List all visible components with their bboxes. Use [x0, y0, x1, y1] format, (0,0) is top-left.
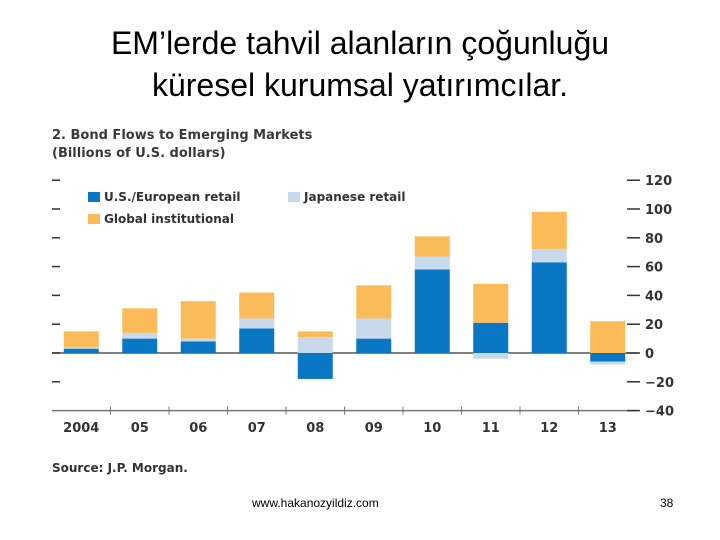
legend-item-us-european-retail: U.S./European retail	[88, 190, 240, 204]
bar-segment-japanese-retail	[473, 353, 509, 359]
y-tick-label: 120	[645, 174, 672, 189]
bar-segment-us-european-retail	[473, 322, 509, 353]
bar-segment-global-institutional	[356, 285, 392, 319]
x-tick-label: 09	[365, 421, 383, 436]
chart-title-block: 2. Bond Flows to Emerging Markets (Billi…	[52, 127, 312, 163]
x-tick-label: 08	[306, 421, 324, 436]
y-tick-label: 20	[645, 318, 663, 333]
legend-item-global-institutional: Global institutional	[88, 212, 234, 226]
bar-segment-global-institutional	[473, 283, 509, 323]
bar-segment-japanese-retail	[590, 361, 626, 365]
legend-label-japanese-retail: Japanese retail	[304, 190, 406, 204]
bar-segment-japanese-retail	[239, 318, 275, 329]
bar-segment-global-institutional	[297, 331, 333, 338]
page-number: 38	[660, 496, 674, 510]
bar-segment-japanese-retail	[297, 337, 333, 353]
bar-segment-japanese-retail	[180, 338, 216, 342]
y-tick-label: 40	[645, 289, 663, 304]
slide-title: EM’lerde tahvil alanların çoğunluğu küre…	[0, 22, 720, 106]
chart-title: 2. Bond Flows to Emerging Markets	[52, 128, 313, 143]
bar-segment-japanese-retail	[531, 249, 567, 263]
y-tick-label: −20	[645, 376, 674, 391]
x-tick-label: 12	[540, 421, 558, 436]
bar-segment-global-institutional	[63, 331, 99, 348]
bar-segment-us-european-retail	[63, 348, 99, 353]
bar-segment-us-european-retail	[356, 338, 392, 353]
legend-swatch-us-european-retail	[88, 192, 100, 202]
bar-segment-japanese-retail	[356, 318, 392, 339]
bar-segment-us-european-retail	[239, 328, 275, 353]
x-tick-label: 10	[423, 421, 441, 436]
x-tick-label: 2004	[63, 421, 99, 436]
legend-item-japanese-retail: Japanese retail	[288, 190, 406, 204]
bar-segment-us-european-retail	[414, 269, 450, 353]
bar-segment-us-european-retail	[297, 353, 333, 379]
y-tick-label: 0	[645, 347, 654, 362]
legend-swatch-japanese-retail	[288, 192, 300, 202]
x-tick-label: 07	[248, 421, 266, 436]
bar-segment-global-institutional	[414, 236, 450, 257]
footer-url: www.hakanozyildiz.com	[252, 496, 379, 510]
bar-segment-global-institutional	[239, 292, 275, 319]
slide-title-line-2: küresel kurumsal yatırımcılar.	[151, 67, 569, 103]
chart-source: Source: J.P. Morgan.	[52, 461, 188, 475]
y-tick-label: 100	[645, 203, 672, 218]
y-tick-label: 80	[645, 232, 663, 247]
bar-segment-global-institutional	[180, 301, 216, 339]
bar-segment-global-institutional	[531, 211, 567, 250]
y-tick-label: −40	[645, 405, 674, 420]
x-tick-label: 05	[131, 421, 149, 436]
slide-title-line-1: EM’lerde tahvil alanların çoğunluğu	[110, 25, 610, 61]
bar-segment-us-european-retail	[531, 262, 567, 353]
x-tick-label: 13	[599, 421, 617, 436]
bar-segment-japanese-retail	[414, 256, 450, 270]
y-tick-label: 60	[645, 261, 663, 276]
legend-label-us-european-retail: U.S./European retail	[104, 190, 241, 204]
bar-segment-japanese-retail	[63, 347, 99, 349]
chart-subtitle: (Billions of U.S. dollars)	[52, 146, 226, 161]
bar-segment-global-institutional	[590, 321, 626, 353]
legend-swatch-global-institutional	[88, 214, 100, 224]
bar-segment-japanese-retail	[122, 332, 158, 339]
x-tick-label: 06	[189, 421, 207, 436]
bar-segment-us-european-retail	[590, 353, 626, 362]
x-tick-label: 11	[482, 421, 500, 436]
bar-segment-global-institutional	[122, 308, 158, 333]
bar-segment-us-european-retail	[180, 341, 216, 353]
legend-label-global-institutional: Global institutional	[104, 212, 234, 226]
bar-segment-us-european-retail	[122, 338, 158, 353]
